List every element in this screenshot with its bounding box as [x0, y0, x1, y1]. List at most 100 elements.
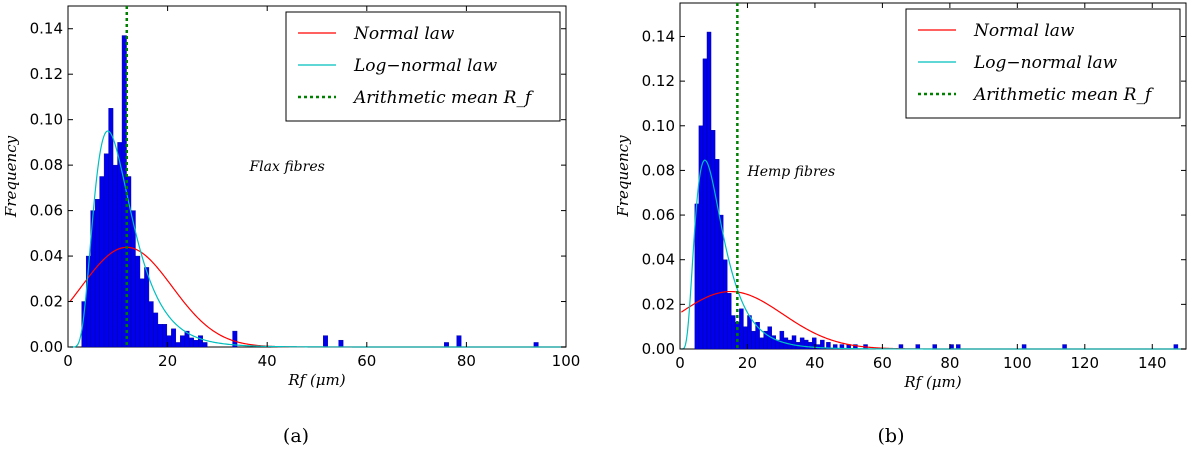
y-axis-ticks: 0.00 0.02 0.04 0.06 0.08 0.10 0.12 0.14	[30, 20, 566, 356]
histogram-bar	[1062, 344, 1067, 350]
y-tick-label: 0.06	[30, 202, 63, 220]
x-tick-label: 100	[1003, 354, 1032, 372]
histogram-bar	[698, 125, 704, 350]
legend-entry-mean: Arithmetic mean R_f	[972, 85, 1154, 105]
histogram-bar	[731, 315, 736, 350]
histogram-bar	[153, 312, 159, 348]
histogram-bar	[202, 342, 208, 348]
y-tick-label: 0.10	[642, 117, 675, 135]
x-tick-label: 0	[675, 354, 685, 372]
histogram-bar	[739, 308, 744, 350]
y-tick-label: 0.10	[30, 111, 63, 129]
histogram-bar	[803, 339, 809, 350]
histogram-bar	[456, 335, 462, 348]
histogram-bar	[193, 339, 199, 348]
histogram-bar	[747, 315, 752, 350]
x-tick-label: 40	[258, 352, 277, 370]
histogram-bar	[338, 339, 344, 348]
x-tick-label: 120	[1070, 354, 1099, 372]
chart-panel-flax: 0 20 40 60 80 100 0.00 0.02 0.04 0.06 0.08 0.10 0.1…	[2, 5, 580, 447]
histogram-bar	[816, 344, 821, 350]
histogram-bar	[759, 337, 764, 350]
histogram-bar	[751, 330, 756, 350]
histogram-bar	[323, 335, 328, 348]
histogram-bar	[162, 324, 168, 348]
histogram-bar	[108, 108, 114, 348]
histogram-bar	[103, 153, 109, 348]
x-tick-label: 40	[805, 354, 824, 372]
y-tick-label: 0.02	[30, 293, 63, 311]
histogram-bar	[812, 337, 817, 350]
legend-entry-normal: Normal law	[353, 24, 455, 44]
histogram-bar	[820, 339, 825, 350]
histogram-bar	[826, 342, 831, 350]
histogram-bar	[144, 267, 150, 348]
x-axis-ticks: 0 20 40 60 80 100	[63, 6, 580, 370]
histogram-bar	[755, 322, 760, 350]
y-tick-label: 0.04	[30, 247, 63, 265]
y-tick-label: 0.14	[642, 27, 675, 45]
x-tick-label: 0	[63, 352, 73, 370]
legend-entry-lognormal: Log−normal law	[353, 56, 498, 76]
histogram-bar	[779, 330, 785, 350]
histogram-bar	[807, 342, 813, 350]
lognormal-law-curve	[69, 130, 566, 348]
histogram-bar	[832, 344, 838, 350]
x-axis-ticks: 0 20 40 60 80 100 120 140	[675, 3, 1167, 372]
histogram-bar	[232, 330, 238, 348]
legend: Normal law Log−normal law Arithmetic mea…	[285, 11, 561, 122]
histogram-bar	[718, 214, 724, 350]
histogram-bar	[799, 337, 805, 350]
legend-entry-mean: Arithmetic mean R_f	[352, 88, 534, 108]
histogram-bar	[791, 335, 797, 350]
histogram-bar	[175, 342, 181, 348]
histogram-bar	[180, 335, 185, 348]
x-tick-label: 80	[940, 354, 959, 372]
x-tick-label: 60	[873, 354, 892, 372]
histogram-bar	[706, 31, 712, 350]
y-tick-label: 0.00	[642, 340, 675, 358]
y-tick-label: 0.06	[642, 206, 675, 224]
histogram-bar	[117, 142, 123, 348]
chart-panel-hemp: 0 20 40 60 80 100 120 140 0.000.020.040.060.080…	[614, 2, 1187, 447]
legend-entry-lognormal: Log−normal law	[973, 53, 1118, 73]
y-tick-label: 0.04	[642, 251, 675, 269]
panel-caption: (b)	[878, 425, 905, 447]
histogram-bar	[112, 164, 118, 348]
histogram-bar	[1173, 344, 1179, 350]
histogram-bar	[148, 301, 154, 348]
annotation-label: Flax fibres	[248, 159, 324, 175]
y-tick-label: 0.00	[30, 338, 63, 356]
y-tick-label: 0.08	[30, 156, 63, 174]
y-tick-label: 0.12	[30, 65, 63, 83]
legend-entry-normal: Normal law	[973, 21, 1075, 41]
histogram-bar	[1021, 344, 1027, 350]
annotation-label: Hemp fibres	[746, 164, 835, 180]
histogram-bar	[932, 344, 937, 350]
x-axis-label: Rf (μm)	[903, 373, 961, 391]
y-axis-label: Frequency	[614, 135, 632, 218]
histogram-bar	[722, 259, 728, 350]
histogram-bar	[157, 324, 163, 348]
histogram-bars	[81, 35, 539, 348]
histogram-bar	[533, 342, 539, 348]
y-axis-label: Frequency	[2, 135, 20, 218]
x-tick-label: 100	[552, 352, 581, 370]
histogram-bar	[171, 328, 177, 348]
legend-box	[905, 8, 1181, 119]
legend-box	[285, 11, 561, 122]
histogram-bar	[710, 130, 716, 350]
x-tick-label: 140	[1138, 354, 1167, 372]
y-tick-label: 0.08	[642, 161, 675, 179]
histogram-bar	[702, 58, 708, 350]
x-tick-label: 20	[158, 352, 177, 370]
y-tick-label: 0.12	[642, 72, 675, 90]
legend: Normal law Log−normal law Arithmetic mea…	[905, 8, 1181, 119]
histogram-bar	[444, 342, 449, 348]
x-tick-label: 80	[457, 352, 476, 370]
histogram-bar	[135, 255, 141, 348]
x-tick-label: 60	[357, 352, 376, 370]
histogram-bar	[189, 337, 194, 348]
y-tick-label: 0.14	[30, 20, 63, 38]
